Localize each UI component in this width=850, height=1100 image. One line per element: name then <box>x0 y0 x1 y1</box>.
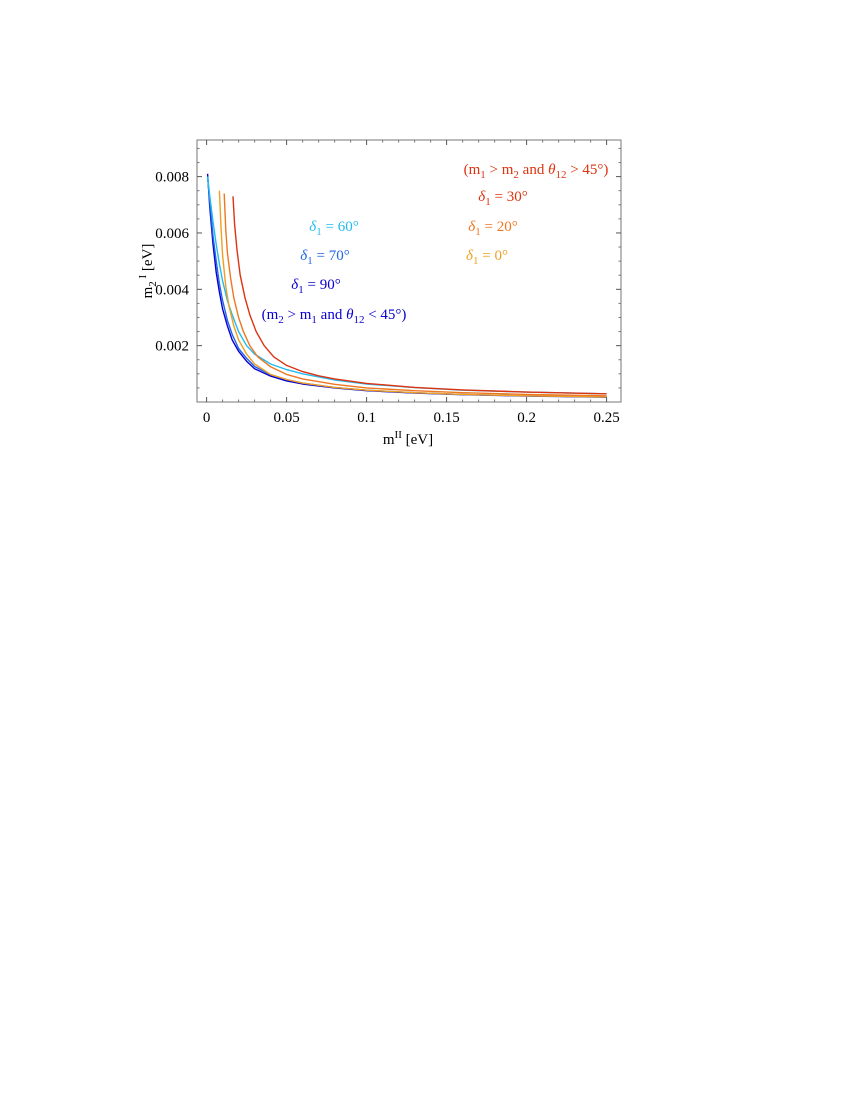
ticks-layer: 0 0.05 0.1 0.15 0.2 0.25 0.002 0.004 0.006 0.008 <box>155 140 621 426</box>
y-tick-label: 0.004 <box>155 282 189 298</box>
series-line-6 <box>232 196 607 395</box>
y-tick-label: 0.002 <box>155 339 189 355</box>
annotation-2: δ1 = 30° <box>478 189 527 208</box>
x-tick-label: 0.25 <box>593 410 619 426</box>
x-tick-label: 0.15 <box>433 410 459 426</box>
x-axis-label: mII [eV] <box>383 429 433 448</box>
series-line-4 <box>218 190 607 398</box>
series-layer <box>206 173 607 398</box>
annotation-6: δ1 = 70° <box>300 248 349 267</box>
annotation-4: δ1 = 0° <box>466 248 508 267</box>
annotation-5: δ1 = 60° <box>309 219 358 238</box>
x-tick-label: 0.05 <box>273 410 299 426</box>
series-line-5 <box>223 193 607 397</box>
axis-labels: mII [eV] m2 I [eV] <box>137 244 433 448</box>
annotation-7: δ1 = 90° <box>291 277 340 296</box>
annotation-layer: (m1 > m2 and θ12 > 45°) δ1 = 30° δ1 = 20° δ… <box>262 162 609 326</box>
annotation-8: (m2 > m1 and θ12 < 45°) <box>262 307 407 326</box>
y-tick-label: 0.006 <box>155 226 189 242</box>
annotation-1: (m1 > m2 and θ12 > 45°) <box>464 162 609 181</box>
x-tick-label: 0 <box>203 410 211 426</box>
y-axis-label: m2 I [eV] <box>137 244 159 299</box>
x-tick-label: 0.1 <box>357 410 376 426</box>
series-line-3 <box>206 176 607 395</box>
annotation-3: δ1 = 20° <box>468 219 517 238</box>
y-tick-label: 0.008 <box>155 170 189 186</box>
x-tick-label: 0.2 <box>517 410 536 426</box>
plot-frame <box>196 139 622 403</box>
plot-border <box>196 139 622 403</box>
